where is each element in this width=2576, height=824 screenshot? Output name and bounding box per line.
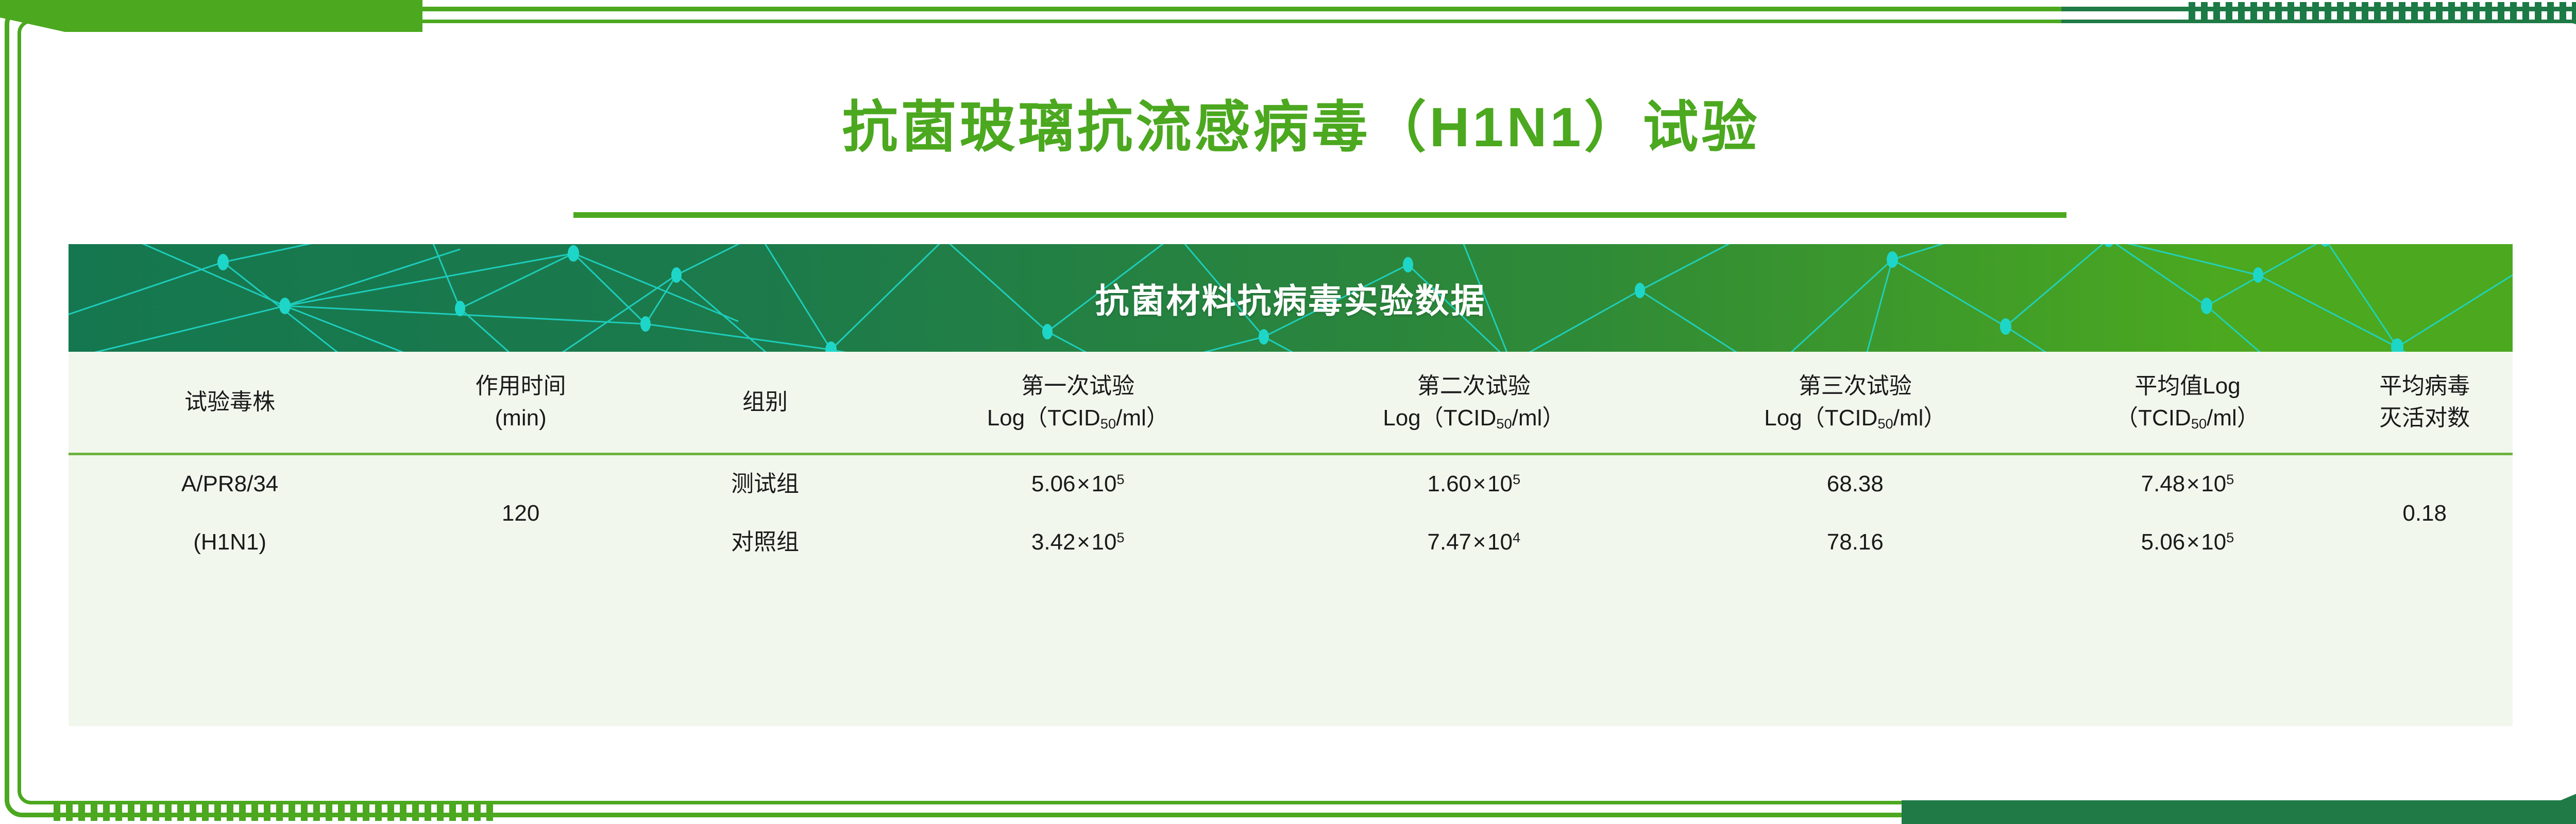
cell-strain-line2: (H1N1) bbox=[193, 529, 266, 555]
cell-trial1-control: 3.42×105 bbox=[1031, 529, 1125, 555]
cell-average-test: 7.48×105 bbox=[2141, 471, 2234, 497]
cell-group-control: 对照组 bbox=[731, 529, 800, 555]
cell-duration: 120 bbox=[501, 500, 540, 526]
col-header-trial-3: 第三次试验 Log（TCID50/ml） bbox=[1764, 373, 1946, 432]
cell-trial2-test: 1.60×105 bbox=[1427, 471, 1521, 497]
experiment-data-table: 试验毒株 作用时间 (min) 组别 第一次试验 Log（TCID50/ml） bbox=[69, 352, 2513, 572]
cell-trial1-test: 5.06×105 bbox=[1031, 471, 1125, 497]
banner-title: 抗菌材料抗病毒实验数据 bbox=[1095, 281, 1486, 320]
col-header-trial-1: 第一次试验 Log（TCID50/ml） bbox=[987, 373, 1169, 432]
table-header-row: 试验毒株 作用时间 (min) 组别 第一次试验 Log（TCID50/ml） bbox=[69, 352, 2513, 454]
cell-group-test: 测试组 bbox=[731, 471, 800, 497]
col-header-strain: 试验毒株 bbox=[184, 389, 276, 415]
cell-strain-line1: A/PR8/34 bbox=[181, 471, 279, 497]
col-header-duration: 作用时间 (min) bbox=[475, 373, 566, 431]
network-pattern-graphic bbox=[69, 244, 2513, 352]
title-underline bbox=[573, 212, 2066, 218]
col-header-group: 组别 bbox=[742, 389, 788, 415]
cell-inactivation-log: 0.18 bbox=[2402, 500, 2447, 526]
cell-average-control: 5.06×105 bbox=[2141, 529, 2234, 555]
table-row: (H1N1) 对照组 3.42×105 7.47×104 78.16 5.06×… bbox=[69, 513, 2513, 572]
col-header-average: 平均值Log （TCID50/ml） bbox=[2115, 373, 2260, 432]
col-header-inactivation-log: 平均病毒 灭活对数 bbox=[2379, 373, 2470, 431]
cell-trial3-test: 68.38 bbox=[1826, 471, 1884, 497]
cell-trial2-control: 7.47×104 bbox=[1427, 529, 1521, 555]
cell-trial3-control: 78.16 bbox=[1826, 529, 1884, 555]
table-banner: 抗菌材料抗病毒实验数据 bbox=[69, 244, 2513, 352]
data-table-card: 抗菌材料抗病毒实验数据 试验毒株 作用时间 (min) 组别 bbox=[69, 244, 2513, 726]
col-header-trial-2: 第二次试验 Log（TCID50/ml） bbox=[1383, 373, 1565, 432]
page-title: 抗菌玻璃抗流感病毒（H1N1）试验 bbox=[842, 96, 1760, 158]
table-row: A/PR8/34 120 测试组 5.06×105 1.60×105 68.38… bbox=[69, 454, 2513, 526]
